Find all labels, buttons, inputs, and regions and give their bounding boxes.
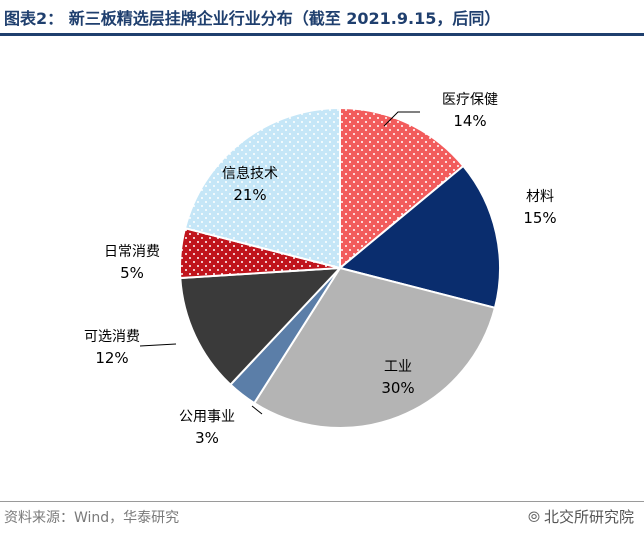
chart-title: 图表2： 新三板精选层挂牌企业行业分布（截至 2021.9.15，后同）	[4, 9, 501, 28]
slice-pct-公用事业: 3%	[195, 429, 219, 447]
pie-slice-可选消费	[179, 266, 343, 387]
pie-slice-工业	[252, 266, 497, 429]
pie-slice-材料	[337, 164, 501, 310]
slice-pct-可选消费: 12%	[95, 349, 128, 367]
slice-label-材料: 材料	[526, 189, 554, 205]
label-leader-lines	[139, 111, 420, 415]
slice-label-公用事业: 公用事业	[179, 409, 235, 425]
slice-pct-工业: 30%	[381, 379, 414, 397]
slice-label-可选消费: 可选消费	[84, 329, 140, 345]
slice-pct-材料: 15%	[523, 209, 556, 227]
source-note: 资料来源：Wind，华泰研究	[4, 510, 180, 526]
slice-pct-医疗保健: 14%	[453, 112, 486, 130]
pie-chart: 医疗保健 14% 材料 15% 工业 30% 公用事业 3% 可选消费 12% 日常消费 5% 信息技术…	[84, 92, 557, 447]
slice-label-信息技术: 信息技术	[222, 165, 278, 182]
pie-slices	[179, 106, 501, 429]
leader-line-公用事业	[251, 405, 263, 415]
slice-label-日常消费: 日常消费	[104, 244, 160, 260]
title-bar: 图表2： 新三板精选层挂牌企业行业分布（截至 2021.9.15，后同）	[0, 0, 644, 36]
wechat-icon: ⦾	[527, 507, 540, 526]
slice-label-医疗保健: 医疗保健	[442, 92, 498, 108]
leader-line-可选消费	[139, 343, 177, 347]
slice-pct-信息技术: 21%	[233, 186, 266, 204]
watermark-text: 北交所研究院	[543, 508, 634, 526]
source-divider	[0, 501, 644, 502]
pie-slice-医疗保健	[339, 106, 465, 271]
slice-label-工业: 工业	[384, 359, 412, 375]
watermark: ⦾ 北交所研究院	[528, 506, 634, 527]
leader-line-医疗保健	[383, 111, 420, 127]
pie-slice-信息技术	[183, 106, 341, 270]
slice-pct-日常消费: 5%	[120, 264, 144, 282]
slice-labels: 医疗保健 14% 材料 15% 工业 30% 公用事业 3% 可选消费 12% 日常消费 5% 信息技术…	[84, 92, 557, 447]
